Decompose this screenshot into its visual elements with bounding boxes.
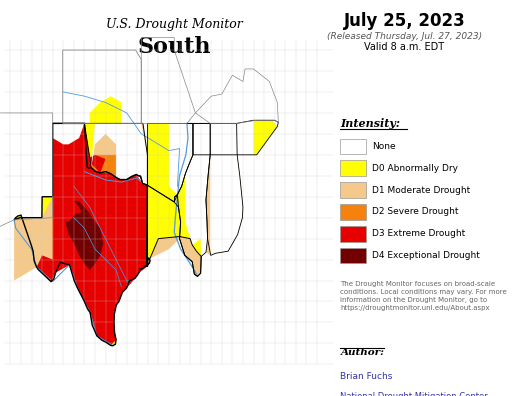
Polygon shape [87,155,105,173]
Polygon shape [147,185,201,276]
Polygon shape [74,201,90,228]
Text: Intensity:: Intensity: [340,118,400,129]
Polygon shape [253,120,278,155]
Polygon shape [53,124,84,176]
Polygon shape [248,120,279,155]
Polygon shape [74,109,116,124]
Polygon shape [63,50,141,124]
Polygon shape [53,124,147,287]
Polygon shape [37,124,147,345]
Text: South: South [137,36,211,58]
Polygon shape [207,155,243,255]
Polygon shape [37,124,147,345]
Bar [340,226,366,242]
Polygon shape [91,155,116,177]
Text: D1 Moderate Drought: D1 Moderate Drought [372,186,471,194]
Text: (Released Thursday, Jul. 27, 2023): (Released Thursday, Jul. 27, 2023) [327,32,482,41]
Polygon shape [174,124,210,276]
Polygon shape [91,124,147,185]
Text: Brian Fuchs: Brian Fuchs [340,372,393,381]
Bar [340,204,366,220]
Polygon shape [206,124,243,255]
Text: D0 Abnormally Dry: D0 Abnormally Dry [372,164,458,173]
Polygon shape [66,211,103,270]
Text: D2 Severe Drought: D2 Severe Drought [372,208,459,216]
Bar [340,139,366,154]
Polygon shape [63,50,141,124]
Text: Author:: Author: [340,348,385,358]
Text: D3 Extreme Drought: D3 Extreme Drought [372,229,465,238]
Polygon shape [53,124,84,145]
Text: U.S. Drought Monitor: U.S. Drought Monitor [105,18,243,31]
Bar [5,40,333,364]
Polygon shape [169,124,193,194]
Polygon shape [147,124,193,202]
Text: The Drought Monitor focuses on broad-scale
conditions. Local conditions may vary: The Drought Monitor focuses on broad-sca… [340,281,507,311]
Polygon shape [187,120,279,155]
Polygon shape [91,124,147,185]
Polygon shape [147,236,201,276]
Bar [340,248,366,263]
Text: Valid 8 a.m. EDT: Valid 8 a.m. EDT [365,42,444,52]
Polygon shape [90,96,121,124]
Text: National Drought Mitigation Center: National Drought Mitigation Center [340,392,488,396]
Bar [340,160,366,176]
Text: D4 Exceptional Drought: D4 Exceptional Drought [372,251,480,260]
Bar [340,182,366,198]
Polygon shape [206,155,211,255]
Polygon shape [185,124,210,257]
Text: None: None [372,142,396,151]
Polygon shape [14,124,150,346]
Text: July 25, 2023: July 25, 2023 [344,12,465,30]
Polygon shape [53,124,147,185]
Polygon shape [210,120,279,255]
Polygon shape [14,124,147,340]
